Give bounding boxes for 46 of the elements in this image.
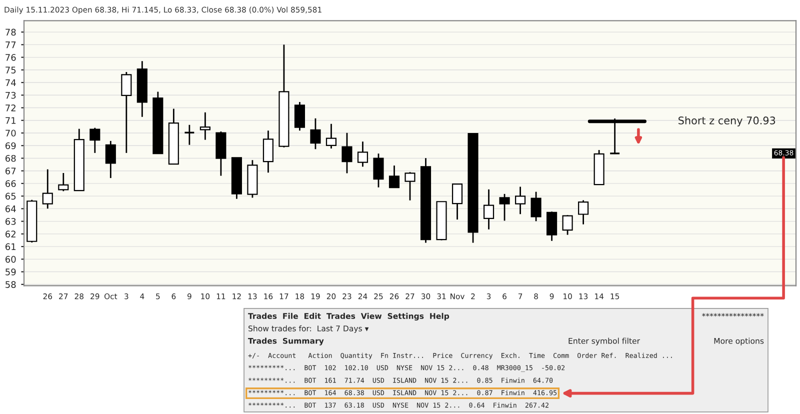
candlestick: [404, 171, 416, 202]
y-tick-label: 74: [6, 79, 16, 86]
candlestick: [326, 123, 337, 150]
candlestick: [42, 168, 53, 210]
y-tick-label: 59: [6, 268, 16, 276]
y-tick-label: 64: [6, 205, 16, 212]
y-tick-label: 71: [6, 117, 16, 124]
candlestick: [562, 214, 573, 236]
y-tick-label: 70: [6, 130, 16, 137]
y-tick-label: 78: [6, 28, 16, 36]
candlestick: [546, 210, 558, 242]
y-tick-label: 73: [6, 92, 16, 99]
candlestick: [578, 200, 589, 226]
candlestick: [515, 186, 526, 215]
candlestick: [357, 140, 368, 168]
candlestick: [105, 140, 116, 179]
candlestick: [200, 112, 210, 140]
candlestick: [452, 183, 463, 220]
candlestick: [483, 188, 494, 230]
candlestick: [121, 71, 132, 154]
y-tick-label: 68: [6, 154, 16, 162]
y-tick-label: 63: [6, 218, 16, 225]
candlestick: [499, 193, 510, 222]
y-tick-label: 65: [6, 192, 16, 200]
y-tick-label: 67: [6, 168, 16, 174]
candlestick: [294, 101, 305, 132]
y-tick-label: 58: [6, 281, 16, 288]
y-tick-label: 76: [6, 54, 16, 61]
y-tick-label: 75: [6, 66, 16, 74]
candlestick: [262, 130, 274, 174]
candlestick: [530, 191, 542, 222]
candlestick: [342, 132, 352, 174]
y-tick-label: 77: [6, 42, 16, 48]
y-tick-label: 69: [6, 142, 16, 150]
y-tick-label: 72: [6, 104, 16, 112]
y-tick-label: 60: [6, 256, 16, 263]
candlestick: [310, 118, 321, 150]
y-tick-label: 66: [6, 180, 16, 188]
y-tick-label: 61: [6, 243, 16, 250]
candlestick: [90, 127, 100, 154]
candlestick: [58, 172, 69, 192]
candlestick: [388, 164, 400, 188]
candlestick: [373, 152, 384, 188]
text: Short z ceny 70.93: [678, 116, 776, 126]
y-tick-label: 62: [6, 230, 16, 238]
candlestick: [184, 124, 195, 146]
